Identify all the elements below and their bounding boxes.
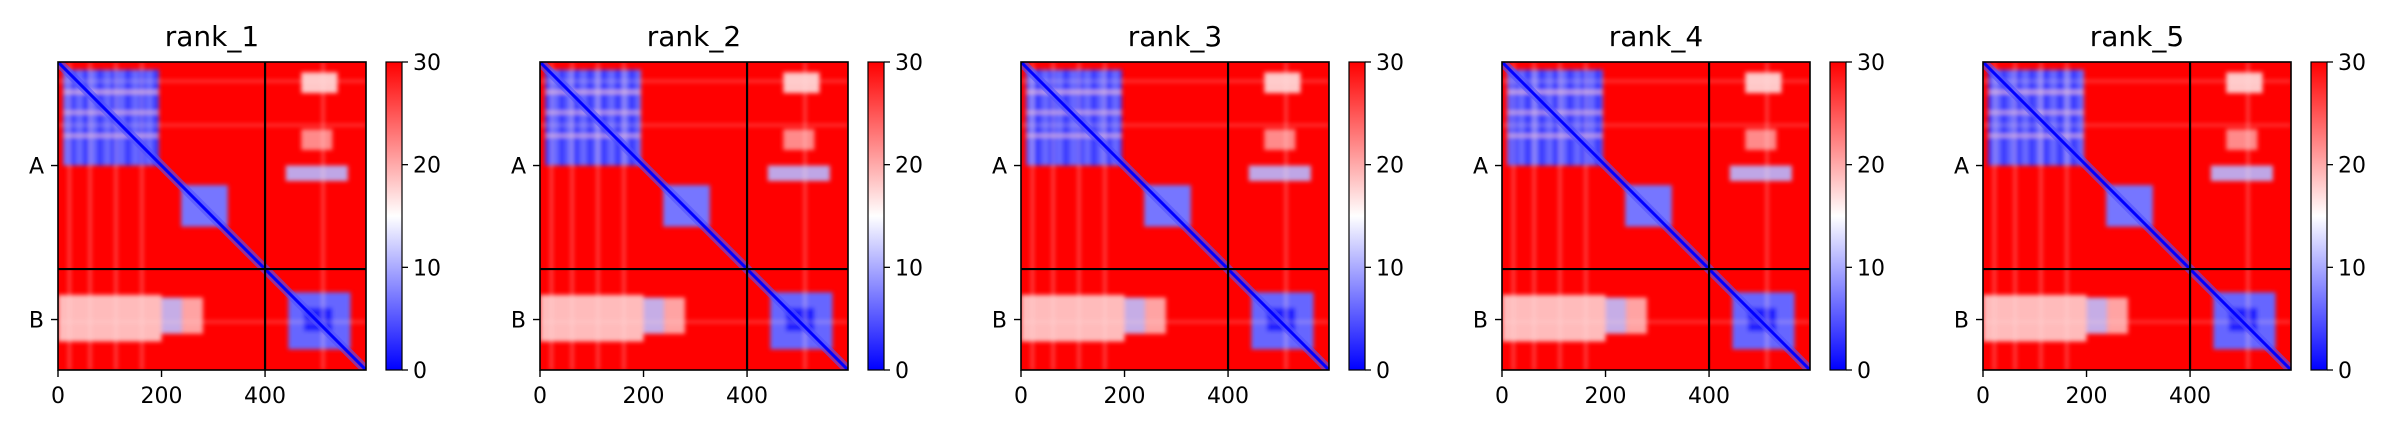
colorbar: 0 10 20 30 (867, 51, 923, 384)
colorbar-tick-label: 0 (413, 359, 427, 384)
x-tick-label: 200 (2066, 384, 2108, 409)
heatmap-area (58, 62, 366, 370)
heatmap-panel-1: rank_1 0 200 400 A B 0 10 20 30 (29, 20, 441, 409)
colorbar-tick-label: 10 (2338, 256, 2366, 281)
axes-frame (1020, 61, 1330, 371)
x-tick-label: 400 (244, 384, 286, 409)
colorbar-tick-label: 10 (413, 256, 441, 281)
chart-title: rank_4 (1609, 20, 1703, 53)
colorbar-tick-label: 20 (1857, 154, 1885, 179)
colorbar: 0 10 20 30 (385, 51, 441, 384)
colorbar-tick-label: 0 (2338, 359, 2352, 384)
colorbar-tick-label: 10 (895, 256, 923, 281)
colorbar-gradient (1829, 61, 1847, 371)
colorbar-tick-label: 20 (413, 154, 441, 179)
chart-title: rank_5 (2090, 20, 2184, 53)
colorbar-tick-label: 0 (1376, 359, 1390, 384)
colorbar-gradient (385, 61, 403, 371)
colorbar-gradient (1348, 61, 1366, 371)
y-tick-label: B (1954, 309, 1969, 334)
x-tick-label: 200 (1104, 384, 1146, 409)
colorbar-tick-label: 0 (895, 359, 909, 384)
x-tick-label: 0 (1976, 384, 1990, 409)
axes-frame (1982, 61, 2292, 371)
x-tick-label: 400 (1688, 384, 1730, 409)
colorbar-tick-label: 30 (895, 51, 923, 76)
colorbar: 0 10 20 30 (1829, 51, 1885, 384)
colorbar-tick-label: 10 (1857, 256, 1885, 281)
heatmap-area (1983, 62, 2291, 370)
colorbar-tick-label: 20 (1376, 154, 1404, 179)
y-tick-label: A (29, 155, 44, 180)
x-tick-label: 0 (1014, 384, 1028, 409)
y-tick-label: B (511, 309, 526, 334)
heatmap-area (1502, 62, 1810, 370)
chart-title: rank_2 (647, 20, 741, 53)
x-tick-label: 400 (726, 384, 768, 409)
heatmap-area (1021, 62, 1329, 370)
axes-frame (539, 61, 849, 371)
x-tick-label: 200 (623, 384, 665, 409)
colorbar-tick-label: 10 (1376, 256, 1404, 281)
chart-title: rank_1 (165, 20, 259, 53)
colorbar-tick-label: 30 (413, 51, 441, 76)
colorbar-tick-label: 30 (2338, 51, 2366, 76)
heatmap-panel-4: rank_4 0 200 400 A B 0 10 20 30 (1473, 20, 1885, 409)
y-tick-label: A (1473, 155, 1488, 180)
x-tick-label: 200 (141, 384, 183, 409)
colorbar: 0 10 20 30 (1348, 51, 1404, 384)
y-tick-label: B (1473, 309, 1488, 334)
heatmap-panel-2: rank_2 0 200 400 A B 0 10 20 30 (511, 20, 923, 409)
heatmap-panel-5: rank_5 0 200 400 A B 0 10 20 30 (1954, 20, 2366, 409)
x-tick-label: 0 (51, 384, 65, 409)
axes-frame (1501, 61, 1811, 371)
colorbar-tick-label: 0 (1857, 359, 1871, 384)
colorbar-tick-label: 30 (1857, 51, 1885, 76)
axes-frame (57, 61, 367, 371)
colorbar-gradient (2310, 61, 2328, 371)
heatmap-area (540, 62, 848, 370)
x-tick-label: 200 (1585, 384, 1627, 409)
colorbar-tick-label: 20 (2338, 154, 2366, 179)
colorbar-gradient (867, 61, 885, 371)
x-tick-label: 0 (533, 384, 547, 409)
x-tick-label: 0 (1495, 384, 1509, 409)
colorbar: 0 10 20 30 (2310, 51, 2366, 384)
colorbar-tick-label: 30 (1376, 51, 1404, 76)
y-tick-label: A (992, 155, 1007, 180)
x-tick-label: 400 (2169, 384, 2211, 409)
colorbar-tick-label: 20 (895, 154, 923, 179)
chart-title: rank_3 (1128, 20, 1222, 53)
y-tick-label: A (511, 155, 526, 180)
y-tick-label: B (992, 309, 1007, 334)
x-tick-label: 400 (1207, 384, 1249, 409)
y-tick-label: A (1954, 155, 1969, 180)
y-tick-label: B (29, 309, 44, 334)
heatmap-panel-3: rank_3 0 200 400 A B 0 10 20 30 (992, 20, 1404, 409)
